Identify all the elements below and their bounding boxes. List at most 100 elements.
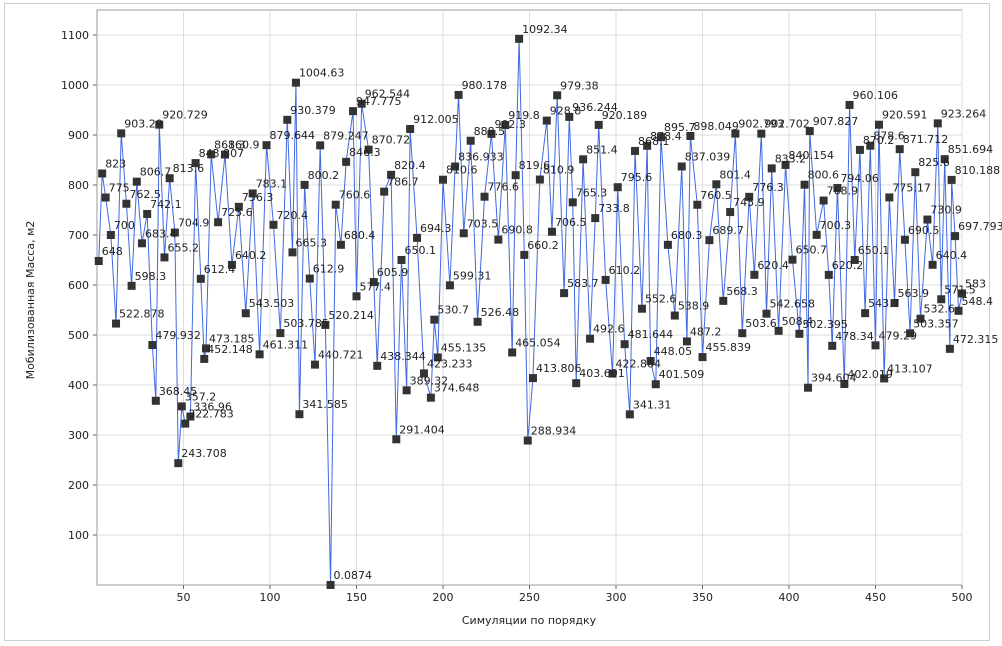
data-point [698,353,707,362]
data-label: 438.344 [380,350,426,363]
data-label: 878.4 [650,130,682,143]
data-point [511,171,520,180]
data-point [336,240,345,249]
data-label: 823 [105,158,126,171]
data-point [900,235,909,244]
data-point [625,410,634,419]
data-label: 492.6 [593,323,625,336]
data-point [397,255,406,264]
data-label: 733.8 [598,202,630,215]
data-label: 840.154 [789,149,835,162]
data-point [594,120,603,129]
data-label: 526.48 [481,306,519,319]
data-label: 680.3 [671,229,703,242]
data-point [767,164,776,173]
y-tick-label: 600 [68,279,89,292]
data-point [207,150,216,159]
data-label: 502.395 [802,318,848,331]
data-point [310,360,319,369]
data-label: 912.005 [413,113,459,126]
data-point [174,459,183,468]
data-label: 322.783 [188,408,234,421]
data-point [186,412,195,421]
data-point [874,120,883,129]
data-label: 870.72 [372,134,411,147]
data-point [762,309,771,318]
y-tick-label: 400 [68,379,89,392]
data-point [828,341,837,350]
data-point [520,250,529,259]
data-point [419,369,428,378]
data-label: 690.5 [908,224,940,237]
data-label: 620.2 [832,259,864,272]
data-label: 706.5 [555,216,587,229]
data-point [494,235,503,244]
data-point [276,329,285,338]
data-label: 452.148 [207,343,253,356]
data-point [738,329,747,338]
data-label: 786.7 [387,176,419,189]
data-label: 583 [965,278,986,291]
data-point [364,145,373,154]
data-label: 612.9 [313,263,345,276]
data-label: 543.503 [249,297,295,310]
data-label: 979.38 [560,79,599,92]
data-label: 640.4 [936,249,968,262]
data-label: 522.878 [119,308,165,321]
data-label: 919.8 [508,109,540,122]
data-point [726,208,735,217]
data-label: 479.932 [155,329,201,342]
data-point [620,340,629,349]
data-label: 508.4 [782,315,814,328]
data-label: 640.2 [235,249,267,262]
data-label: 833.2 [775,152,807,165]
data-label: 503.357 [913,317,959,330]
data-label: 542.658 [770,298,816,311]
data-point [855,145,864,154]
data-point [288,248,297,257]
data-point [112,319,121,328]
data-point [591,214,600,223]
x-tick-label: 350 [692,591,713,604]
data-label: 530.7 [437,304,469,317]
y-tick-label: 100 [68,529,89,542]
data-point [923,215,932,224]
data-label: 694.3 [420,222,452,235]
data-label: 478.34 [835,330,874,343]
x-tick-label: 250 [519,591,540,604]
data-point [413,233,422,242]
data-label: 851.694 [948,143,994,156]
data-point [781,160,790,169]
data-point [132,177,141,186]
data-point [774,326,783,335]
data-label: 898.049 [693,120,739,133]
data-label: 568.3 [726,285,758,298]
data-point [928,260,937,269]
data-label: 846.3 [349,146,381,159]
data-label: 389.32 [410,374,449,387]
data-point [387,170,396,179]
data-point [731,129,740,138]
data-point [269,220,278,229]
data-label: 538.9 [678,300,710,313]
data-label: 837.039 [685,150,731,163]
data-point [357,99,366,108]
data-label: 413.107 [887,362,933,375]
data-label: 806.7 [140,166,172,179]
data-label: 479.29 [879,329,918,342]
data-label: 795.6 [621,171,653,184]
data-label: 871.712 [903,133,949,146]
data-label: 423.233 [427,357,473,370]
data-label: 756.3 [242,191,273,204]
data-point [160,253,169,262]
data-point [321,320,330,329]
data-point [850,255,859,264]
data-point [191,159,200,168]
data-label: 960.106 [853,89,899,102]
data-label: 288.934 [531,425,577,438]
data-label: 473.185 [209,332,255,345]
data-label: 700.3 [820,219,852,232]
data-label: 465.054 [515,336,561,349]
data-point [663,240,672,249]
data-point [812,230,821,239]
